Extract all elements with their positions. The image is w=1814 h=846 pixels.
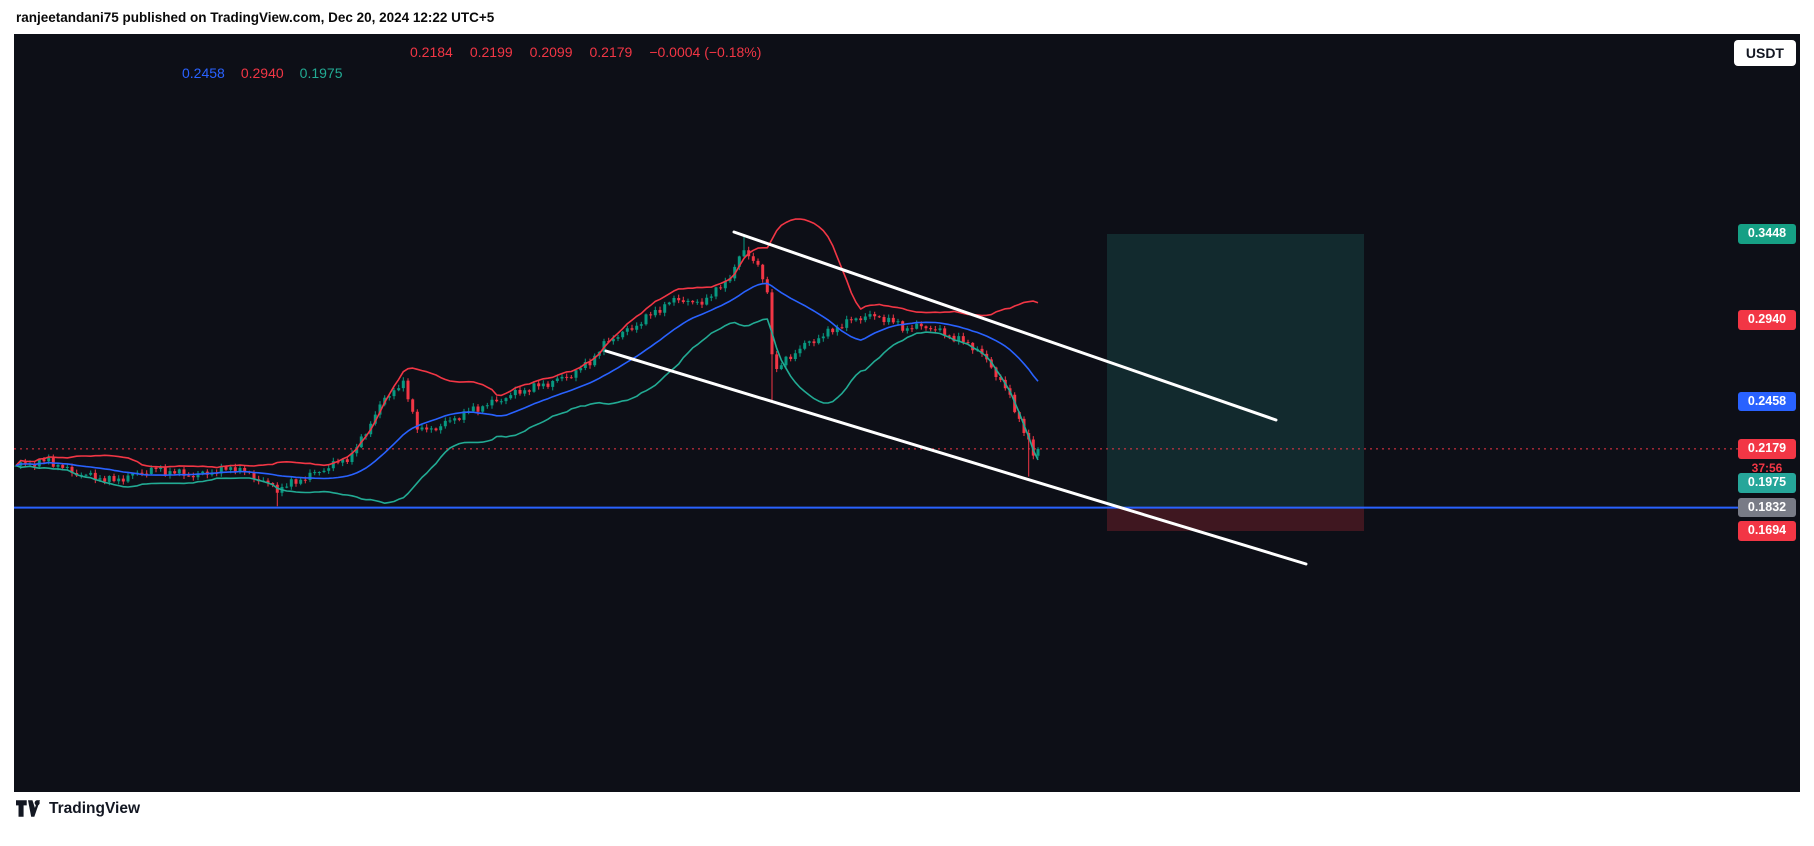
price-pill: 0.2458 bbox=[1738, 391, 1796, 412]
tradingview-logo-icon[interactable] bbox=[16, 800, 40, 817]
ohlc-low-value: 0.2099 bbox=[529, 44, 573, 60]
price-label-0.3448: 0.3448 bbox=[1738, 224, 1796, 244]
candlestick-series[interactable] bbox=[14, 234, 1040, 507]
down-candle-bodies bbox=[23, 250, 1035, 493]
price-pill: 0.1975 bbox=[1738, 473, 1796, 494]
price-pill: 0.1832 bbox=[1738, 497, 1796, 518]
ohlc-legend: 0.2184 0.2199 0.2099 0.2179 −0.0004 (−0.… bbox=[410, 44, 761, 60]
up-candle-wicks bbox=[15, 234, 1039, 497]
price-label-0.2458: 0.2458 bbox=[1738, 391, 1796, 412]
publish-line: ranjeetandani75 published on TradingView… bbox=[16, 9, 495, 25]
bollinger-upper-band bbox=[15, 218, 1039, 469]
long-position-tool[interactable] bbox=[1107, 234, 1364, 531]
bollinger-legend: 0.2458 0.2940 0.1975 bbox=[182, 65, 342, 81]
price-label-0.2179: 0.2179 37:56 bbox=[1738, 438, 1796, 475]
ohlc-change-value: −0.0004 (−0.18%) bbox=[649, 44, 762, 60]
ohlc-close-value: 0.2179 bbox=[589, 44, 633, 60]
bollinger-legend-value: 0.2458 bbox=[182, 65, 225, 81]
price-pill: 0.1694 bbox=[1738, 521, 1796, 541]
chart-panel[interactable]: 0.2184 0.2199 0.2099 0.2179 −0.0004 (−0.… bbox=[14, 34, 1800, 792]
trendline-upper[interactable] bbox=[732, 230, 1278, 422]
quote-currency-badge[interactable]: USDT bbox=[1733, 40, 1796, 66]
price-label-0.1832: 0.1832 bbox=[1738, 497, 1796, 518]
down-candle-wicks bbox=[24, 246, 1034, 507]
publish-bar: ranjeetandani75 published on TradingView… bbox=[0, 0, 1814, 34]
chart-canvas[interactable] bbox=[14, 34, 1800, 792]
bollinger-basis-line bbox=[15, 282, 1039, 480]
footer-bar: TradingView bbox=[0, 792, 1814, 846]
position-loss-zone[interactable] bbox=[1107, 507, 1364, 531]
tradingview-brand[interactable]: TradingView bbox=[49, 800, 141, 817]
price-label-0.2940: 0.2940 bbox=[1738, 310, 1796, 330]
up-candle-bodies bbox=[14, 250, 1040, 493]
price-pill: 0.2940 bbox=[1738, 310, 1796, 330]
price-label-0.1694: 0.1694 bbox=[1738, 521, 1796, 541]
trendline-lower[interactable] bbox=[604, 349, 1308, 566]
ohlc-open-value: 0.2184 bbox=[410, 44, 453, 60]
ohlc-high-value: 0.2199 bbox=[469, 44, 513, 60]
price-scale[interactable]: 0.3448 0.2940 0.2458 0.2179 37:56 0.1975 0.183… bbox=[1736, 34, 1796, 792]
price-pill: 0.2179 bbox=[1738, 438, 1796, 459]
price-label-0.1975: 0.1975 bbox=[1738, 473, 1796, 494]
bollinger-lower-band bbox=[15, 318, 1039, 505]
bollinger-bands bbox=[15, 218, 1039, 505]
position-profit-zone[interactable] bbox=[1107, 234, 1364, 508]
bar-countdown: 37:56 bbox=[1751, 460, 1783, 475]
bollinger-legend-value: 0.2940 bbox=[240, 65, 284, 81]
bollinger-legend-value: 0.1975 bbox=[299, 65, 343, 81]
price-pill: 0.3448 bbox=[1738, 224, 1796, 244]
